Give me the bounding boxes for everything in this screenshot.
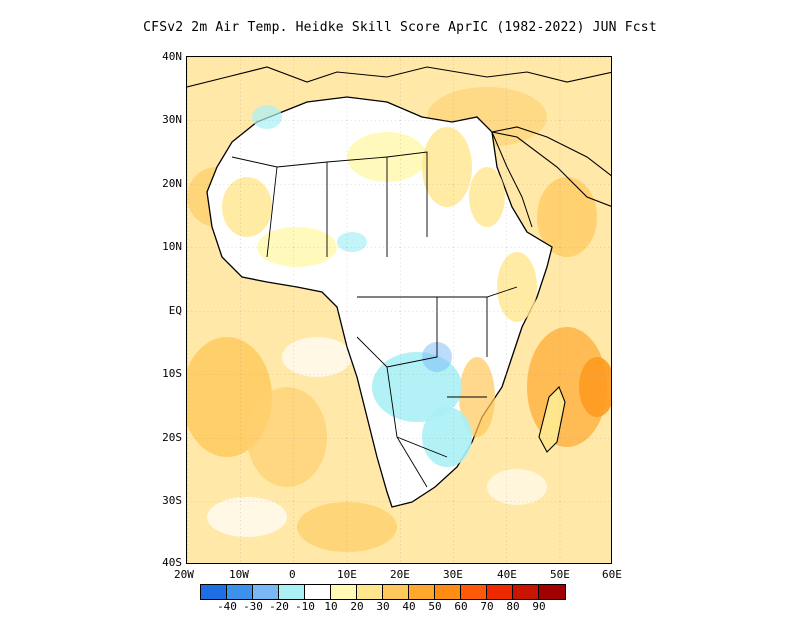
colorbar-tick-label: 60: [454, 600, 468, 613]
lat-label-eq: EQ: [168, 304, 182, 317]
lon-label-10w: 10W: [229, 568, 249, 581]
lon-label-60e: 60E: [602, 568, 622, 581]
colorbar-swatch: [201, 585, 227, 599]
colorbar-swatch: [227, 585, 253, 599]
chart-title: CFSv2 2m Air Temp. Heidke Skill Score Ap…: [143, 20, 657, 35]
lat-label-30s: 30S: [162, 494, 182, 507]
colorbar-tick-label: 30: [376, 600, 390, 613]
lat-label-40n: 40N: [162, 50, 182, 63]
colorbar-swatch: [279, 585, 305, 599]
map-panel: [186, 56, 612, 564]
colorbar-tick-label: 50: [428, 600, 442, 613]
lat-label-10n: 10N: [162, 240, 182, 253]
colorbar-tick-label: 10: [324, 600, 338, 613]
colorbar-swatch: [331, 585, 357, 599]
colorbar-swatch: [253, 585, 279, 599]
colorbar-tick-label: -10: [295, 600, 315, 613]
colorbar-tick-label: -40: [217, 600, 237, 613]
lat-label-20n: 20N: [162, 177, 182, 190]
colorbar-tick-label: -20: [269, 600, 289, 613]
colorbar-swatch: [435, 585, 461, 599]
colorbar-tick-label: 40: [402, 600, 416, 613]
colorbar-swatch: [383, 585, 409, 599]
skill-score-map: [187, 57, 611, 563]
lon-label-10e: 10E: [337, 568, 357, 581]
colorbar-tick-label: 20: [350, 600, 364, 613]
lat-label-20s: 20S: [162, 431, 182, 444]
lon-label-40e: 40E: [497, 568, 517, 581]
colorbar: [200, 584, 566, 600]
lat-label-10s: 10S: [162, 367, 182, 380]
colorbar-swatch: [513, 585, 539, 599]
lon-label-30e: 30E: [443, 568, 463, 581]
colorbar-swatch: [409, 585, 435, 599]
lon-label-20e: 20E: [390, 568, 410, 581]
colorbar-tick-label: -30: [243, 600, 263, 613]
colorbar-swatch: [357, 585, 383, 599]
colorbar-swatch: [539, 585, 565, 599]
colorbar-tick-label: 80: [506, 600, 520, 613]
colorbar-swatch: [461, 585, 487, 599]
colorbar-tick-label: 90: [532, 600, 546, 613]
graticule: [187, 57, 611, 563]
lat-label-30n: 30N: [162, 113, 182, 126]
lon-label-50e: 50E: [550, 568, 570, 581]
lon-label-20w: 20W: [174, 568, 194, 581]
colorbar-tick-label: 70: [480, 600, 494, 613]
colorbar-swatch: [487, 585, 513, 599]
lon-label-0: 0: [289, 568, 296, 581]
colorbar-swatch: [305, 585, 331, 599]
lat-label-40s: 40S: [162, 556, 182, 569]
